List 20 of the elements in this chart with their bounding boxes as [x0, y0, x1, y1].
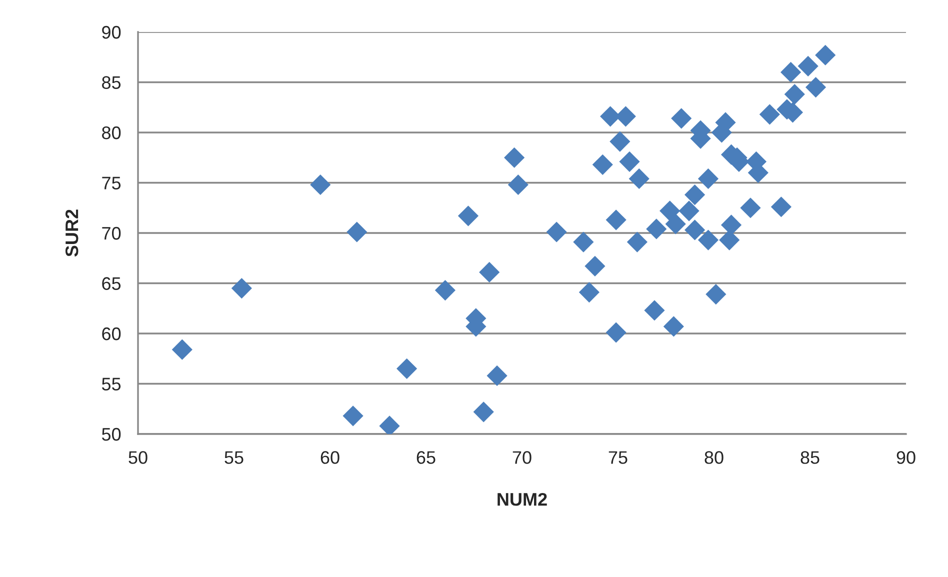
y-tick-label: 75 — [102, 176, 121, 190]
x-tick-label: 70 — [512, 451, 532, 464]
x-axis-title: NUM2 — [498, 492, 547, 506]
x-tick-label: 85 — [800, 451, 820, 464]
y-tick-label: 80 — [102, 126, 121, 140]
y-tick-label: 70 — [102, 226, 121, 240]
x-tick-label: 75 — [608, 451, 628, 464]
y-tick-label: 60 — [102, 327, 121, 340]
y-tick-label: 50 — [102, 428, 121, 441]
y-tick-label: 55 — [102, 378, 121, 390]
y-tick-label: 65 — [102, 277, 121, 290]
x-tick-label: 80 — [704, 451, 724, 464]
y-axis-title: SUR2 — [65, 210, 78, 257]
x-tick-label: 90 — [896, 451, 916, 464]
y-tick-label: 90 — [102, 26, 121, 39]
x-tick-label: 50 — [128, 451, 148, 464]
x-tick-label: 65 — [416, 451, 436, 464]
x-tick-label: 55 — [224, 451, 244, 464]
x-tick-label: 60 — [320, 451, 340, 464]
y-tick-label: 85 — [102, 76, 121, 89]
